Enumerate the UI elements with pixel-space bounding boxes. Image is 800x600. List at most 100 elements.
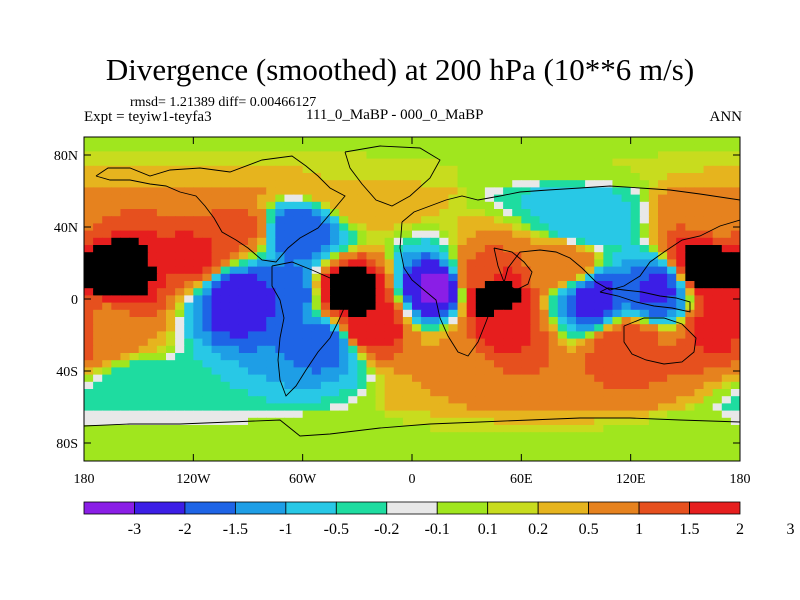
field-cell xyxy=(612,295,623,304)
field-cell xyxy=(630,180,641,188)
field-cell xyxy=(658,165,668,174)
field-cell xyxy=(111,360,122,368)
field-cell xyxy=(238,360,249,368)
field-cell xyxy=(166,194,176,203)
field-cell xyxy=(393,216,404,224)
field-cell xyxy=(685,360,696,368)
field-cell xyxy=(703,353,714,361)
field-cell xyxy=(175,230,185,239)
field-cell xyxy=(530,324,541,332)
field-cell xyxy=(594,324,604,332)
field-cell xyxy=(612,331,623,340)
field-cell xyxy=(603,216,614,224)
field-cell xyxy=(138,439,149,448)
field-cell xyxy=(266,173,276,181)
field-cell xyxy=(648,453,659,461)
field-cell xyxy=(156,389,167,397)
field-cell xyxy=(466,309,477,318)
field-cell xyxy=(494,180,504,188)
field-cell xyxy=(184,353,194,361)
field-cell xyxy=(102,180,112,188)
field-cell xyxy=(703,324,714,332)
field-cell xyxy=(630,381,641,390)
field-cell xyxy=(685,209,696,217)
field-cell xyxy=(448,209,459,217)
field-cell xyxy=(202,252,213,260)
field-cell xyxy=(430,173,440,181)
field-cell xyxy=(685,396,696,404)
field-cell xyxy=(211,389,222,397)
field-cell xyxy=(229,245,240,253)
field-cell xyxy=(512,309,522,318)
field-cell xyxy=(430,439,440,448)
field-cell xyxy=(521,245,532,253)
field-cell xyxy=(266,151,276,160)
field-cell xyxy=(366,137,377,145)
field-cell xyxy=(512,158,522,167)
field-cell xyxy=(348,309,358,318)
coastline-maritime-continent xyxy=(599,287,691,313)
field-cell xyxy=(238,302,249,311)
field-cell xyxy=(612,165,623,174)
field-cell xyxy=(512,273,522,282)
field-cell xyxy=(676,201,686,210)
field-cell xyxy=(576,432,586,440)
field-cell xyxy=(594,317,604,325)
field-cell xyxy=(703,331,714,340)
field-cell xyxy=(238,317,249,325)
field-cell xyxy=(348,173,358,181)
field-cell xyxy=(293,273,304,282)
field-cell xyxy=(621,137,632,145)
field-cell xyxy=(111,194,122,203)
field-cell xyxy=(730,266,740,275)
field-cell xyxy=(266,144,276,152)
field-cell xyxy=(648,288,659,296)
field-cell xyxy=(175,151,185,160)
field-cell xyxy=(111,187,122,196)
field-cell xyxy=(539,403,550,412)
field-cell xyxy=(211,151,222,160)
field-cell xyxy=(685,374,696,383)
field-cell xyxy=(147,245,158,253)
field-cell xyxy=(576,295,586,304)
field-cell xyxy=(166,396,176,404)
field-cell xyxy=(475,173,486,181)
field-cell xyxy=(102,324,112,332)
field-cell xyxy=(202,389,213,397)
field-cell xyxy=(275,273,286,282)
field-cell xyxy=(93,194,103,203)
field-cell xyxy=(676,317,686,325)
field-cell xyxy=(457,439,468,448)
field-cell xyxy=(248,216,258,224)
field-cell xyxy=(138,266,149,275)
field-cell xyxy=(484,230,495,239)
field-cell xyxy=(557,295,568,304)
field-cell xyxy=(530,266,541,275)
field-cell xyxy=(512,317,522,325)
colorbar-swatch xyxy=(638,501,690,515)
field-cell xyxy=(466,389,477,397)
field-cell xyxy=(475,295,486,304)
field-cell xyxy=(202,338,213,347)
field-cell xyxy=(484,302,495,311)
field-cell xyxy=(721,367,732,376)
field-cell xyxy=(311,295,322,304)
field-cell xyxy=(676,288,686,296)
field-cell xyxy=(102,381,112,390)
field-cell xyxy=(685,266,696,275)
field-cell xyxy=(111,446,122,455)
field-cell xyxy=(257,194,267,203)
field-cell xyxy=(612,230,623,239)
field-cell xyxy=(184,389,194,397)
field-cell xyxy=(576,360,586,368)
field-cell xyxy=(320,324,331,332)
field-cell xyxy=(220,403,231,412)
field-cell xyxy=(120,137,131,145)
field-cell xyxy=(730,446,740,455)
field-cell xyxy=(93,144,103,152)
field-cell xyxy=(393,324,404,332)
field-cell xyxy=(530,396,541,404)
field-cell xyxy=(676,230,686,239)
field-cell xyxy=(166,309,176,318)
field-cell xyxy=(539,165,550,174)
